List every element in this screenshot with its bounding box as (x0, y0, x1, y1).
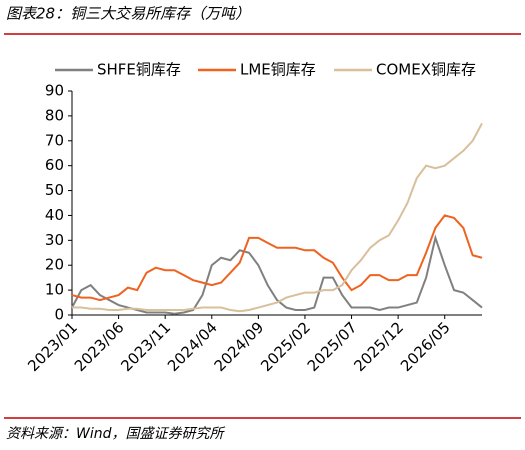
x-tick-label: 2023/01 (24, 318, 81, 375)
legend-label: SHFE铜库存 (97, 61, 181, 79)
y-tick-label: 70 (45, 131, 64, 149)
y-tick-label: 10 (45, 281, 64, 299)
y-tick-label: 40 (45, 206, 64, 224)
x-tick-label: 2025/02 (257, 318, 314, 375)
series-line (71, 214, 483, 302)
y-tick-label: 30 (45, 231, 64, 249)
y-tick-label: 90 (45, 82, 64, 100)
y-tick-label: 80 (45, 106, 64, 124)
x-tick-label: 2024/04 (164, 318, 221, 375)
series-line (71, 234, 483, 315)
x-tick-label: 2026/05 (397, 318, 454, 375)
chart-title: 图表28：铜三大交易所库存（万吨） (6, 5, 250, 23)
x-tick-label: 2025/12 (350, 318, 407, 375)
source: 资料来源：Wind，国盛证券研究所 (6, 426, 225, 442)
x-tick-label: 2025/07 (304, 318, 361, 375)
x-tick-label: 2024/09 (211, 318, 268, 375)
x-tick-label: 2023/06 (71, 318, 128, 375)
x-tick-label: 2023/11 (117, 318, 174, 375)
y-tick-label: 20 (45, 256, 64, 274)
y-tick-label: 60 (45, 156, 64, 174)
legend-label: LME铜库存 (240, 61, 316, 79)
y-tick-label: 0 (54, 306, 64, 324)
y-tick-label: 50 (45, 181, 64, 199)
series-line (72, 122, 483, 313)
legend-label: COMEX铜库存 (376, 61, 476, 79)
